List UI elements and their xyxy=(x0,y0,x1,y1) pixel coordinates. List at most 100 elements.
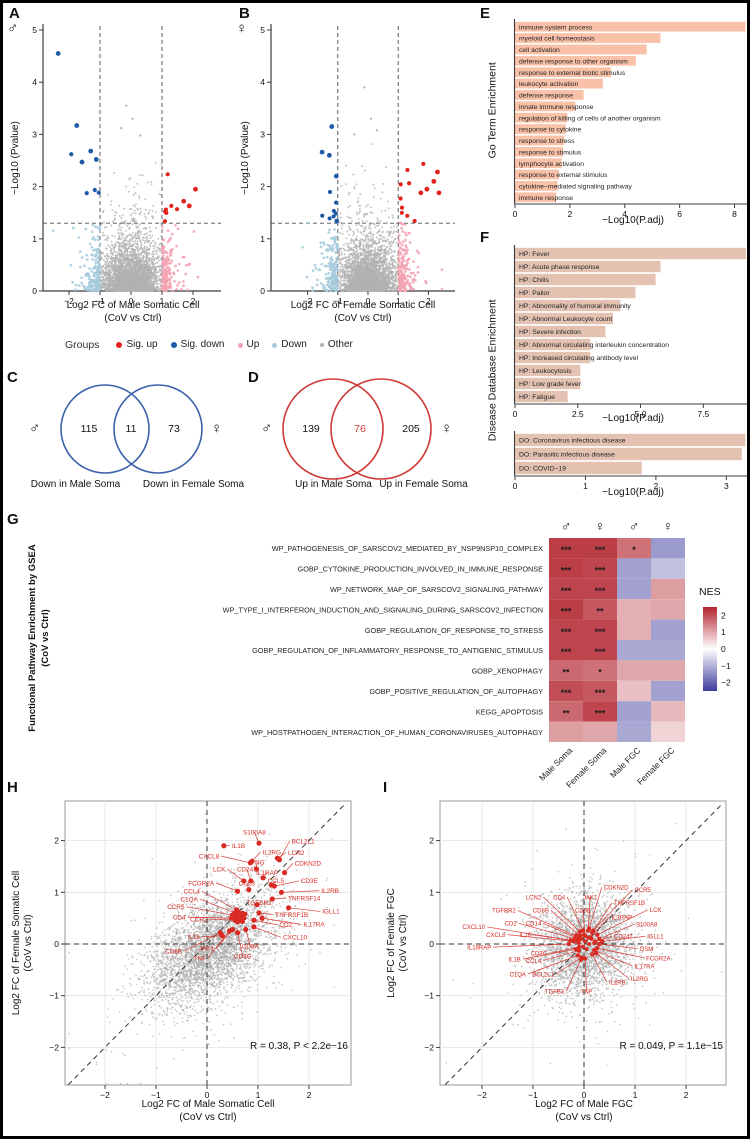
gsea-heatmap: WP_PATHOGENESIS_OF_SARSCOV2_MEDIATED_BY_… xyxy=(223,518,731,790)
female-symbol: ♀ xyxy=(441,420,453,437)
heatmap-row-label: GOBP_REGULATION_OF_RESPONSE_TO_STRESS xyxy=(365,626,543,635)
bar xyxy=(515,447,742,461)
male-symbol: ♂ xyxy=(7,20,19,37)
volcano-points-updown xyxy=(301,221,444,293)
y-tick-label: 2 xyxy=(54,836,59,846)
panel-b-xlabel2: (CoV vs Ctrl) xyxy=(334,313,392,324)
significance-stars: ** xyxy=(562,708,570,718)
bar xyxy=(515,101,576,112)
heatmap-cell xyxy=(651,578,685,600)
gene-label: IL18RAP xyxy=(467,945,491,951)
gene-label: TNFRSF1B xyxy=(614,901,645,907)
barchart: DO: Coronavirus infectious disease DO: Pa… xyxy=(513,431,747,491)
gene-label: IL16 xyxy=(187,934,200,941)
significance-stars: *** xyxy=(595,545,606,555)
gene-point xyxy=(585,928,591,933)
bar xyxy=(515,377,581,390)
gene-label: CCL4 xyxy=(526,959,542,965)
venn-c-right-label: Down in Female Soma xyxy=(142,479,245,490)
gene-label: IL1RAP xyxy=(256,870,278,877)
bar xyxy=(515,55,636,66)
legend-item-other: Other xyxy=(319,339,353,351)
y-tick-label: 5 xyxy=(32,25,37,35)
heatmap-cell xyxy=(549,701,583,722)
gene-point xyxy=(583,939,588,944)
bar xyxy=(515,21,746,32)
bar-label: DO: Parasitic infectious disease xyxy=(519,452,615,459)
gene-point xyxy=(575,939,581,944)
bar-label: cell activation xyxy=(519,47,560,54)
significance-stars: *** xyxy=(595,586,606,596)
gene-label: S100A8 xyxy=(243,830,266,837)
gene-label: CD3E xyxy=(301,878,318,885)
gene-label: CD2 xyxy=(505,922,518,928)
sig-up-dot-icon xyxy=(116,342,123,349)
bar-label: response to cytokine xyxy=(519,127,582,134)
bar-label: response to external stimulus xyxy=(519,172,608,179)
bar xyxy=(515,299,621,312)
gene-point xyxy=(281,870,288,876)
volcano-points-other xyxy=(99,104,163,292)
legend-item-sig-down: Sig. down xyxy=(170,339,225,351)
gene-point xyxy=(260,875,266,881)
x-tick-label: 5.0 xyxy=(635,409,647,419)
gene-point xyxy=(278,889,285,895)
panel-a-ylabel: −Log10 (Pvalue) xyxy=(10,121,21,195)
bar xyxy=(515,44,647,55)
gene-point xyxy=(251,924,257,930)
nes-colorbar xyxy=(703,607,717,691)
bar-label: HP: Severe infection xyxy=(519,329,581,336)
heatmap-cell xyxy=(617,721,651,742)
bar-label: regulation of killing of cells of anothe… xyxy=(519,115,661,122)
venn-c-right-count: 73 xyxy=(168,423,180,435)
gene-label: CD8B xyxy=(165,949,182,956)
gene-point xyxy=(243,926,249,933)
gene-point xyxy=(271,883,277,889)
x-tick-label: −2 xyxy=(303,296,313,306)
bar-label: myeloid cell homeostasis xyxy=(519,36,595,43)
heatmap-cell xyxy=(549,558,583,579)
gene-label: CXCL8 xyxy=(199,853,220,860)
bar xyxy=(515,325,606,338)
y-tick-label: 1 xyxy=(260,234,265,244)
panel-a-letter: A xyxy=(9,5,20,22)
sex-symbol: ♀ xyxy=(663,518,674,534)
heatmap-row-label: GOBP_CYTOKINE_PRODUCTION_INVOLVED_IN_IMM… xyxy=(298,565,544,574)
volcano-A: 0 1 2 3 4 5 −2 −1 0 1 2 xyxy=(32,24,221,306)
bar xyxy=(515,124,566,134)
gene-point xyxy=(584,947,589,952)
venn-c-left-label: Down in Male Soma xyxy=(30,479,121,490)
y-tick-label: −2 xyxy=(424,1042,434,1052)
gene-label: CCL4 xyxy=(184,889,201,896)
gene-label: IGLL1 xyxy=(322,909,340,916)
gene-point xyxy=(232,917,238,923)
bar-label: leukocyte activation xyxy=(519,81,579,88)
gene-label: CD2 xyxy=(279,922,292,929)
heatmap-cell xyxy=(549,538,583,559)
panel-g-letter: G xyxy=(7,511,19,528)
significance-stars: ** xyxy=(562,668,570,678)
heatmap-row-label: WP_HOSTPATHOGEN_INTERACTION_OF_HUMAN_COR… xyxy=(251,728,543,737)
y-tick-label: 0 xyxy=(32,286,37,296)
venn-D xyxy=(282,378,432,480)
bar-label: cytokine−mediated signaling pathway xyxy=(519,184,632,191)
gene-label: IL2RG xyxy=(263,849,281,856)
heatmap-cell xyxy=(651,599,685,620)
significance-stars: *** xyxy=(595,627,606,637)
significance-stars: *** xyxy=(595,688,606,698)
heatmap-cell xyxy=(651,660,685,681)
bar xyxy=(515,364,581,377)
bar xyxy=(515,390,568,403)
bar-label: HP: Acute phase response xyxy=(519,264,600,271)
gene-label: TNFRSF1B xyxy=(275,912,308,919)
venn-d-left-count: 139 xyxy=(302,423,320,435)
gene-label: CCR5 xyxy=(634,888,651,894)
gene-point xyxy=(597,941,602,947)
gene-point xyxy=(580,928,586,933)
bar xyxy=(515,260,661,273)
gene-label: LCK xyxy=(213,866,226,873)
gene-point xyxy=(566,941,571,947)
heatmap-cell xyxy=(617,660,651,681)
gene-point xyxy=(600,939,605,944)
x-tick-label: 2 xyxy=(191,296,196,306)
